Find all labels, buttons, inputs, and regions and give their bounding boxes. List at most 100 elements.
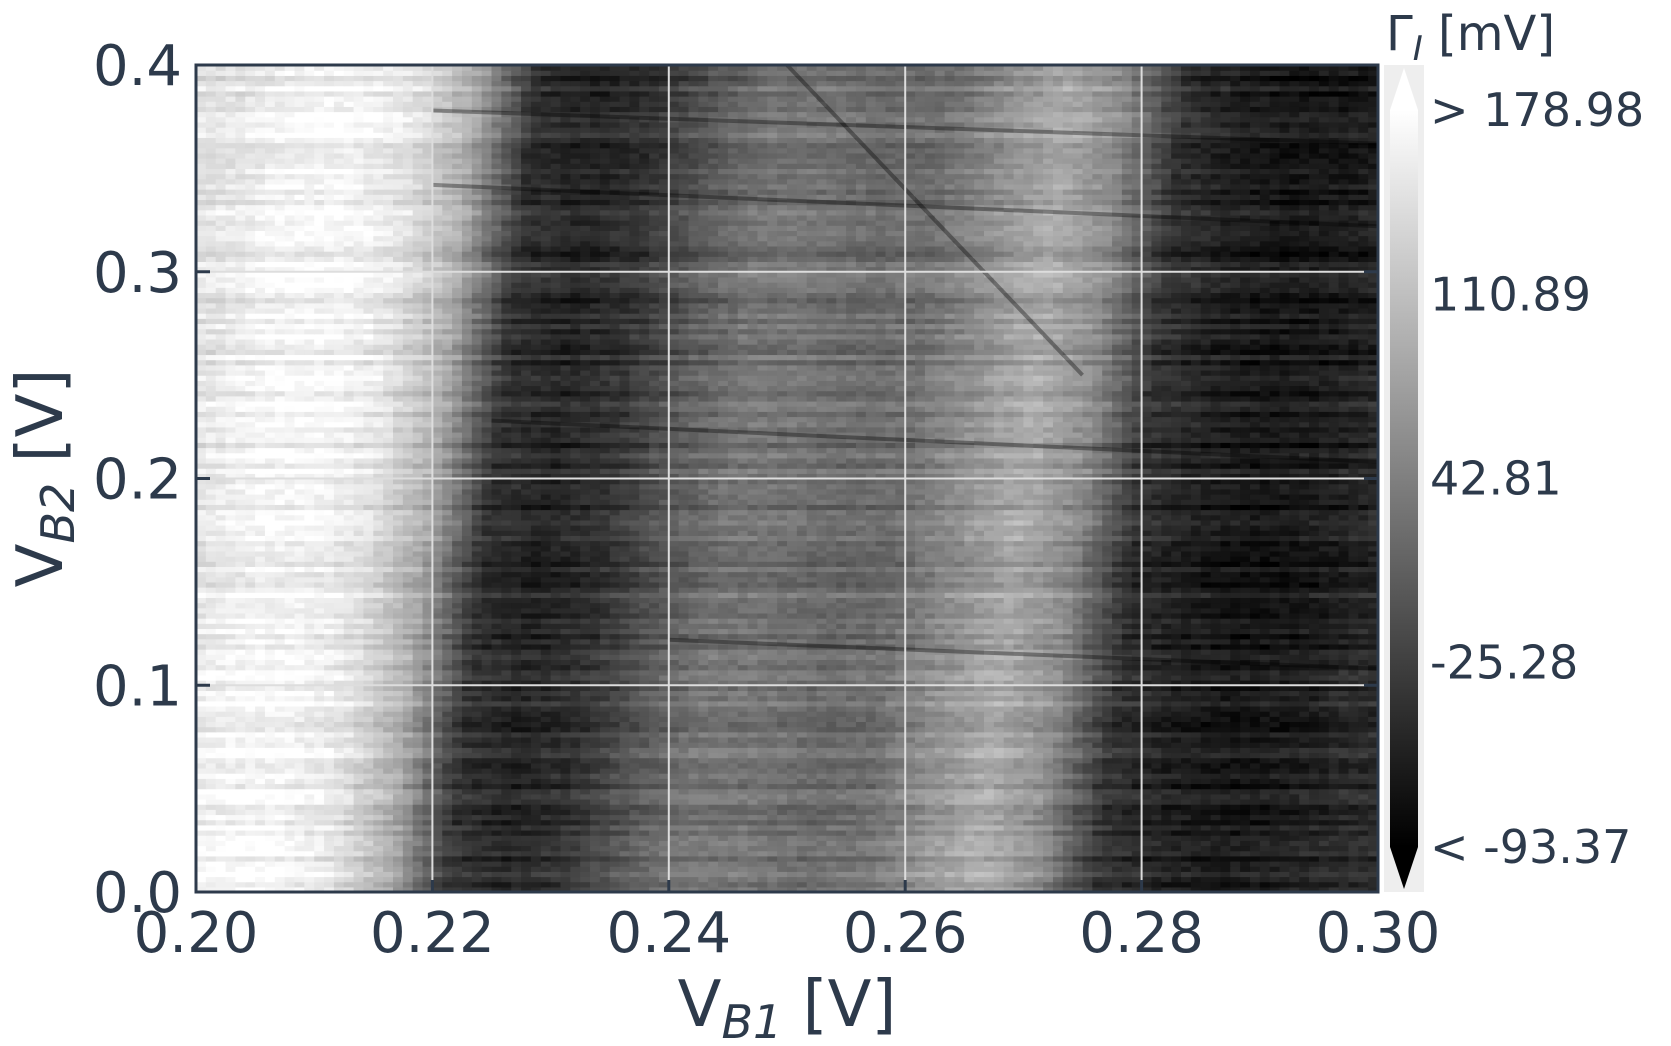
heatmap-cell [1289,850,1300,857]
heatmap-cell [1043,804,1054,810]
heatmap-cell [314,850,325,857]
heatmap-cell [314,835,325,841]
heatmap-cell [649,804,660,810]
heatmap-cell [1181,876,1192,883]
heatmap-cell [1082,788,1093,795]
heatmap-cell [1358,845,1369,852]
heatmap-cell [1220,866,1231,872]
heatmap-cell [1318,783,1330,790]
heatmap-cell [225,752,236,759]
heatmap-cell [1161,752,1172,759]
heatmap-cell [1240,845,1251,852]
heatmap-cell [1141,783,1153,790]
heatmap-cell [245,798,256,805]
heatmap-cell [964,804,975,810]
heatmap-cell [747,840,759,847]
heatmap-cell [718,721,729,728]
heatmap-cell [629,845,640,852]
heatmap-cell [1358,886,1369,892]
heatmap-cell [984,866,995,872]
heatmap-cell [984,804,995,810]
heatmap-cell [1023,788,1034,795]
heatmap-cell [1200,881,1212,888]
heatmap-cell [767,798,778,805]
heatmap-cell [353,726,365,733]
heatmap-cell [658,731,670,738]
heatmap-cell [796,762,808,769]
heatmap-cell [629,824,640,831]
heatmap-cell [816,716,827,723]
heatmap-cell [481,721,493,728]
heatmap-cell [1368,767,1378,774]
heatmap-cell [1190,798,1202,805]
heatmap-cell [383,855,394,862]
heatmap-cell [383,757,394,764]
heatmap-cell [875,850,887,857]
heatmap-cell [560,695,571,702]
heatmap-cell [501,881,512,888]
heatmap-cell [993,721,1005,728]
heatmap-cell [1043,886,1054,892]
heatmap-cell [1279,829,1290,836]
heatmap-cell [304,876,315,883]
heatmap-cell [590,860,601,867]
heatmap-cell [511,726,522,733]
heatmap-cell [806,829,818,836]
heatmap-cell [363,736,374,743]
heatmap-cell [1072,762,1084,769]
heatmap-cell [590,726,601,733]
heatmap-cell [570,680,581,686]
heatmap-cell [1348,757,1359,764]
heatmap-cell [1289,685,1300,692]
heatmap-cell [816,690,827,697]
heatmap-cell [885,700,896,707]
heatmap-cell [1210,819,1221,826]
heatmap-cell [550,881,562,888]
heatmap-cell [1003,695,1015,702]
heatmap-cell [718,798,729,805]
heatmap-cell [580,695,591,702]
heatmap-cell [875,773,887,779]
heatmap-cell [1358,840,1369,847]
heatmap-cell [846,752,857,759]
heatmap-cell [1171,871,1182,878]
heatmap-cell [1062,798,1074,805]
heatmap-cell [757,814,768,821]
heatmap-cell [1151,721,1162,728]
heatmap-cell [767,747,778,754]
heatmap-cell [1013,840,1024,847]
heatmap-cell [225,793,236,800]
heatmap-cell [1348,804,1359,810]
heatmap-cell [964,762,975,769]
heatmap-cell [708,809,719,816]
heatmap-cell [1338,793,1350,800]
heatmap-cell [432,860,443,867]
heatmap-cell [471,840,483,847]
heatmap-cell [1052,736,1064,743]
heatmap-cell [590,695,601,702]
heatmap-cell [875,835,887,841]
heatmap-cell [668,690,680,697]
heatmap-cell [550,829,562,836]
heatmap-cell [619,752,630,759]
heatmap-cell [363,690,374,697]
heatmap-cell [1141,814,1153,821]
heatmap-cell [1092,752,1103,759]
heatmap-cell [353,695,365,702]
heatmap-cell [1289,804,1300,810]
heatmap-cell [363,747,374,754]
heatmap-cell [944,747,956,754]
heatmap-cell [580,778,591,785]
heatmap-cell [1121,829,1133,836]
heatmap-cell [1013,819,1024,826]
heatmap-cell [1240,835,1251,841]
heatmap-cell [1102,824,1113,831]
heatmap-cell [511,829,522,836]
heatmap-cell [294,773,305,779]
heatmap-cell [550,876,562,883]
heatmap-cell [422,716,433,723]
heatmap-cell [353,736,365,743]
heatmap-cell [1013,809,1024,816]
heatmap-cell [915,767,926,774]
heatmap-cell [796,850,808,857]
